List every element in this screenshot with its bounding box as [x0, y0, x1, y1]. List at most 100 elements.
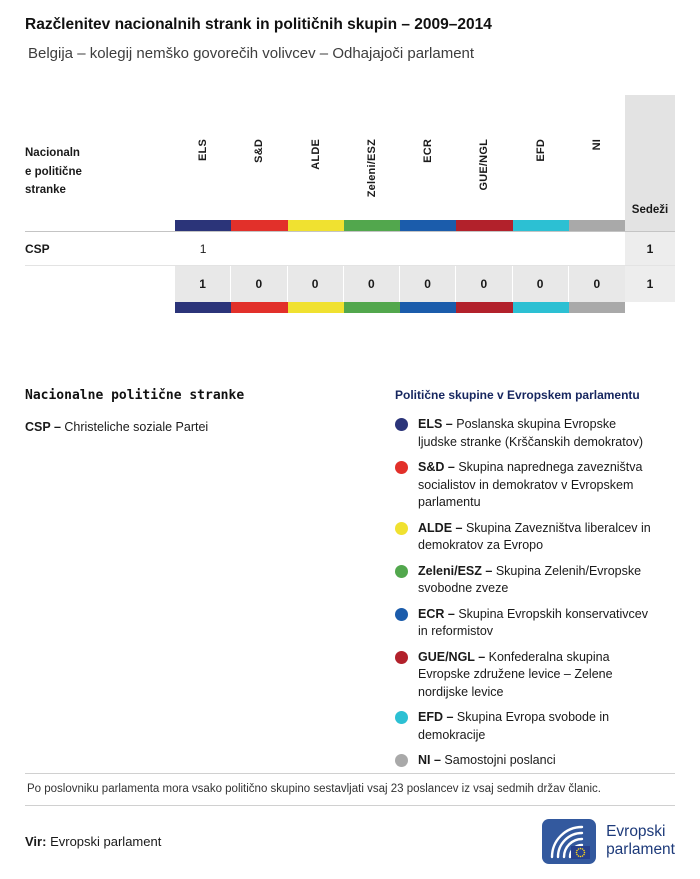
bottom-color-bars	[25, 302, 675, 313]
group-legend-item: GUE/NGL – Konfederalna skupina Evropske …	[395, 649, 675, 702]
footnote: Po poslovniku parlamenta mora vsako poli…	[25, 773, 675, 806]
group-legend-item: Zeleni/ESZ – Skupina Zelenih/Evropske sv…	[395, 563, 675, 598]
group-abbr: NI –	[418, 753, 441, 767]
group-legend-text: ECR – Skupina Evropskih konservativcev i…	[418, 606, 656, 641]
party-value-cell	[288, 232, 344, 265]
group-color-bar	[343, 220, 400, 231]
group-color-bar	[175, 220, 232, 231]
group-abbr: EFD –	[418, 710, 454, 724]
group-legend-item: NI – Samostojni poslanci	[395, 752, 675, 770]
total-value-cell: 0	[287, 266, 344, 302]
group-color-bar	[456, 220, 513, 231]
infographic-page: Razčlenitev nacionalnih strank in politi…	[0, 16, 700, 778]
group-color-bar	[512, 220, 569, 231]
total-value-cell: 0	[343, 266, 400, 302]
results-table: Nacionalne politične stranke ELS S&D ALDE Z…	[25, 95, 675, 313]
row-header-label: Nacionalne politične stranke	[25, 147, 82, 197]
party-seats-cell: 1	[625, 232, 675, 265]
source-line: Vir: Evropski parlament	[25, 834, 161, 849]
group-color-dot	[395, 650, 408, 664]
group-desc: Skupina Zelenih/Evropske svobodne zveze	[418, 563, 642, 596]
group-desc: Skupina Zavezništva liberalcev in demokr…	[418, 520, 651, 553]
table-body: CSP 1 1	[25, 232, 675, 266]
group-header-cell: EFD	[512, 95, 569, 231]
legends: Nacionalne politične stranke CSP – Chris…	[25, 388, 675, 778]
group-color-dot	[395, 711, 408, 724]
group-legend-item: S&D – Skupina naprednega zavezništva soc…	[395, 459, 675, 512]
ep-logo: Evropski parlament	[542, 818, 675, 864]
group-color-bar	[231, 302, 288, 313]
group-header-label: GUE/NGL	[478, 139, 491, 191]
group-header-label: ALDE	[309, 139, 322, 170]
group-legend-text: NI – Samostojni poslanci	[418, 752, 556, 770]
party-legend-item: CSP – Christeliche soziale Partei	[25, 420, 395, 434]
group-color-bar	[287, 302, 344, 313]
footer: Vir: Evropski parlament Evropski	[25, 816, 675, 866]
party-value-cell	[456, 232, 512, 265]
ep-logo-line1: Evropski	[606, 822, 666, 840]
group-header-label: ECR	[422, 139, 435, 163]
group-abbr: ELS –	[418, 417, 453, 431]
page-title: Razčlenitev nacionalnih strank in politi…	[25, 16, 492, 33]
ep-logo-line2: parlament	[606, 841, 675, 858]
group-header-cell: ELS	[175, 95, 232, 231]
group-legend-text: Zeleni/ESZ – Skupina Zelenih/Evropske sv…	[418, 563, 656, 598]
group-color-dot	[395, 521, 408, 535]
totals-spacer-cell	[25, 266, 175, 302]
party-name-cell: CSP	[25, 241, 50, 256]
table-row: CSP 1 1	[25, 232, 675, 266]
group-header-cell: ECR	[400, 95, 457, 231]
party-legend: Nacionalne politične stranke CSP – Chris…	[25, 388, 395, 778]
group-color-bar	[400, 220, 457, 231]
group-color-bar	[568, 302, 625, 313]
party-value-cell: 1	[199, 241, 207, 256]
group-legend-text: ALDE – Skupina Zavezništva liberalcev in…	[418, 520, 656, 555]
group-legend-item: ELS – Poslanska skupina Evropske ljudske…	[395, 416, 675, 451]
group-desc: Samostojni poslanci	[444, 753, 556, 767]
group-color-bar	[456, 302, 513, 313]
ep-logo-text: Evropski parlament	[606, 823, 675, 860]
group-header-cell: S&D	[231, 95, 288, 231]
party-value-cell	[569, 232, 625, 265]
group-legend-item: EFD – Skupina Evropa svobode in demokrac…	[395, 709, 675, 744]
group-color-bar	[568, 220, 625, 231]
group-desc: Poslanska skupina Evropske ljudske stran…	[418, 417, 644, 449]
group-header-cell: Zeleni/ESZ	[343, 95, 400, 231]
group-abbr: ECR –	[418, 606, 455, 621]
group-header-cell: NI	[568, 95, 625, 231]
ep-logo-icon	[542, 818, 597, 864]
party-legend-items: CSP – Christeliche soziale Partei	[25, 420, 395, 434]
group-color-dot	[395, 754, 408, 767]
party-value-cell	[231, 232, 287, 265]
group-color-bar	[400, 302, 457, 313]
group-header-label: EFD	[534, 139, 547, 162]
group-color-bar	[343, 302, 400, 313]
bars-seats-spacer	[625, 302, 675, 313]
total-value-cell: 0	[400, 266, 457, 302]
party-value-cell	[344, 232, 400, 265]
group-color-dot	[395, 418, 408, 431]
group-legend-item: ECR – Skupina Evropskih konservativcev i…	[395, 606, 675, 641]
seats-header-cell: Sedeži	[625, 95, 675, 231]
party-abbr: CSP –	[25, 420, 61, 434]
group-header-label: Zeleni/ESZ	[365, 139, 378, 198]
group-color-dot	[395, 461, 408, 474]
totals-seats-cell: 1	[625, 266, 675, 302]
total-value-cell: 1	[175, 266, 232, 302]
party-legend-title: Nacionalne politične stranke	[25, 388, 245, 403]
row-header-cell: Nacionalne politične stranke	[25, 95, 175, 231]
bars-spacer-cell	[25, 302, 175, 313]
group-header-cell: ALDE	[287, 95, 344, 231]
group-header-cell: GUE/NGL	[456, 95, 513, 231]
total-value-cell: 0	[456, 266, 513, 302]
group-legend-item: ALDE – Skupina Zavezništva liberalcev in…	[395, 520, 675, 555]
group-legend-title: Politične skupine v Evropskem parlamentu	[395, 388, 640, 402]
party-value-cells: 1	[175, 232, 625, 265]
party-desc: Christeliche soziale Partei	[64, 420, 209, 434]
group-desc: Skupina Evropa svobode in demokracije	[418, 710, 610, 742]
group-legend-items: ELS – Poslanska skupina Evropske ljudske…	[395, 416, 675, 770]
group-color-bar	[175, 302, 232, 313]
total-value-cell: 0	[231, 266, 288, 302]
